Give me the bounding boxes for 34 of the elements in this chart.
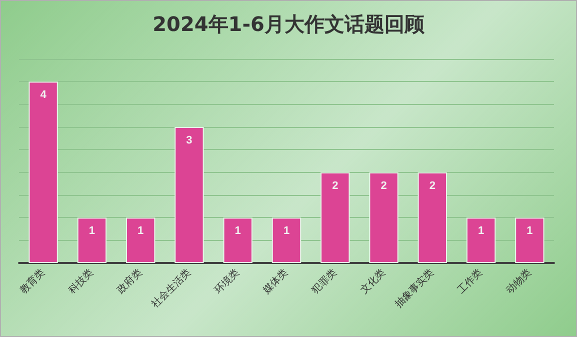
data-label: 2 <box>380 180 387 192</box>
data-label: 3 <box>186 134 192 146</box>
data-label: 4 <box>40 89 48 102</box>
data-label: 2 <box>429 180 436 192</box>
x-tick-label: 动物类 <box>504 266 534 296</box>
x-tick-label: 社会生活类 <box>149 266 194 310</box>
bar <box>174 127 204 263</box>
x-tick-label: 科技类 <box>66 266 96 296</box>
chart-title: 2024年1-6月大作文话题回顾 <box>152 12 426 36</box>
bar <box>466 218 496 263</box>
bar <box>369 172 398 263</box>
data-label: 1 <box>283 225 290 238</box>
data-label: 1 <box>526 225 533 238</box>
data-label: 1 <box>138 225 144 238</box>
bar <box>418 172 447 263</box>
x-tick-label: 媒体类 <box>260 266 290 296</box>
x-tick-label: 工作类 <box>455 266 485 296</box>
data-label: 1 <box>234 225 241 238</box>
data-label: 1 <box>478 225 484 238</box>
data-label: 1 <box>88 225 96 238</box>
bar <box>272 218 302 263</box>
bar <box>126 218 156 263</box>
x-tick-label: 教育类 <box>18 266 48 296</box>
bar <box>28 82 58 263</box>
x-tick-label: 抽象事实类 <box>392 266 436 310</box>
data-label: 2 <box>332 180 338 192</box>
bar <box>223 218 252 263</box>
x-tick-label: 环境类 <box>212 266 242 296</box>
bar <box>77 218 107 263</box>
bar <box>515 218 544 263</box>
x-tick-label: 犯罪类 <box>309 266 340 296</box>
bar <box>320 172 350 263</box>
x-tick-label: 政府类 <box>114 266 144 296</box>
x-tick-label: 文化类 <box>358 266 388 296</box>
